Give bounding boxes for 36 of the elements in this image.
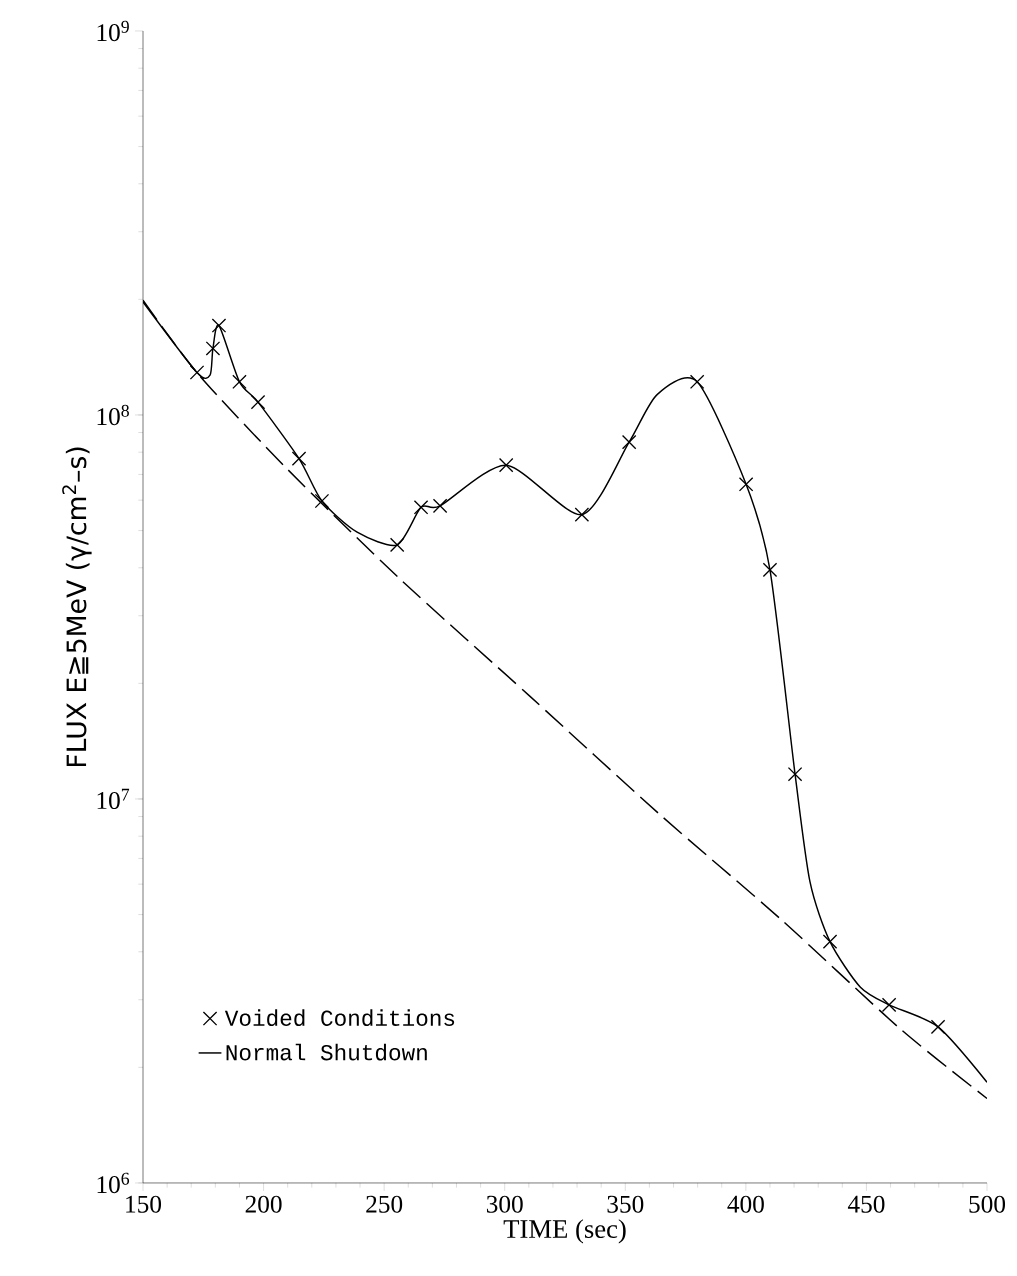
point xyxy=(787,766,803,782)
point xyxy=(930,1019,946,1035)
x-tick-label: 300 xyxy=(486,1195,523,1213)
point xyxy=(413,499,429,515)
point xyxy=(498,457,514,473)
point xyxy=(291,451,307,466)
point xyxy=(689,374,705,390)
x-tick-label: 150 xyxy=(126,1195,162,1213)
legend-label: Voided Conditions xyxy=(224,1009,455,1027)
x-axis-title: TIME (sec) xyxy=(503,1219,626,1244)
x-tick-label: 250 xyxy=(366,1195,403,1213)
point xyxy=(432,498,448,514)
y-tick-label: 10$^{7}$ xyxy=(97,788,130,810)
point xyxy=(881,997,897,1013)
point xyxy=(189,365,205,380)
point xyxy=(574,507,590,522)
x-tick-label: 350 xyxy=(607,1195,644,1213)
point xyxy=(211,318,227,333)
y-tick-label: 10$^{6}$ xyxy=(97,1172,130,1194)
point xyxy=(232,374,247,390)
x-tick-label: 500 xyxy=(969,1195,1006,1213)
y-tick-label: 10$^{8}$ xyxy=(97,404,129,426)
point xyxy=(822,934,838,949)
x-tick-label: 450 xyxy=(847,1195,885,1213)
point xyxy=(205,341,221,356)
point xyxy=(621,434,637,450)
legend-label: Normal Shutdown xyxy=(226,1043,427,1061)
point xyxy=(762,562,778,578)
point xyxy=(250,394,266,410)
point xyxy=(314,493,330,509)
y-axis-title: FLUX E≧5MeV (γ/cm$^{2}$–s) xyxy=(62,447,92,767)
point xyxy=(738,477,754,492)
x-tick-label: 200 xyxy=(245,1195,282,1213)
y-tick-label: 10$^{9}$ xyxy=(97,20,129,42)
x-tick-label: 400 xyxy=(727,1195,764,1213)
point xyxy=(389,537,405,553)
